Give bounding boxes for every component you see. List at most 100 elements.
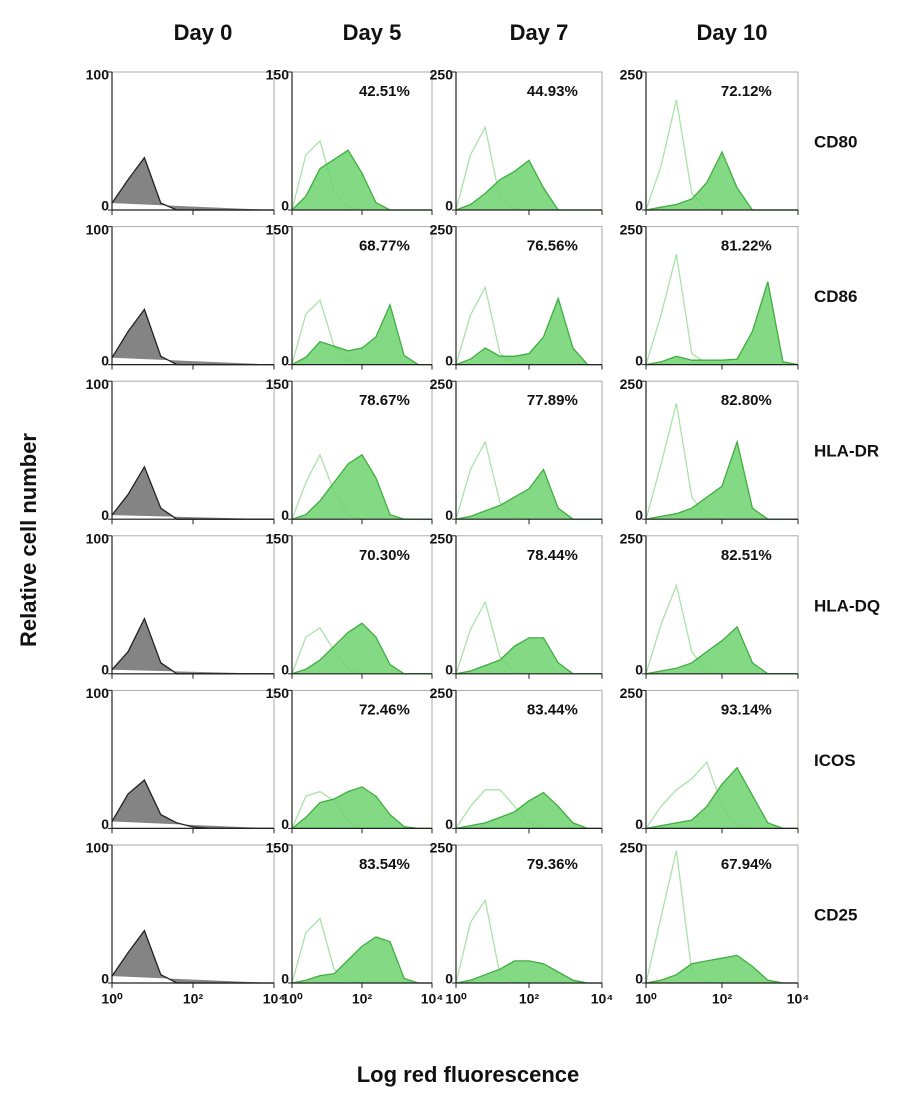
- y-tick-label: 100: [86, 221, 110, 237]
- y-tick-label: 0: [445, 662, 453, 678]
- histogram-fill: [455, 468, 602, 520]
- x-tick-label: 10⁴: [263, 991, 286, 1007]
- y-tick-label: 100: [86, 531, 110, 547]
- y-axis-label: Relative cell number: [16, 433, 41, 647]
- histogram-fill: [111, 308, 274, 366]
- histogram-fill: [111, 465, 274, 520]
- y-tick-label: 0: [635, 352, 643, 368]
- histogram-fill: [111, 779, 274, 830]
- percent-label: 93.14%: [721, 701, 772, 718]
- y-tick-label: 0: [445, 198, 453, 214]
- y-tick-label: 0: [445, 816, 453, 832]
- percent-label: 83.54%: [359, 856, 410, 873]
- y-tick-label: 0: [635, 662, 643, 678]
- row-label: ICOS: [814, 751, 856, 770]
- y-tick-label: 0: [101, 971, 109, 987]
- histogram-fill: [291, 936, 432, 984]
- row-label: CD25: [814, 905, 857, 924]
- row-label: CD86: [814, 287, 857, 306]
- percent-label: 79.36%: [527, 856, 578, 873]
- percent-label: 72.46%: [359, 701, 410, 718]
- percent-label: 72.12%: [721, 83, 772, 100]
- y-tick-label: 0: [281, 971, 289, 987]
- y-tick-label: 0: [281, 198, 289, 214]
- histogram-fill: [645, 150, 798, 211]
- percent-label: 42.51%: [359, 83, 410, 100]
- x-tick-label: 10⁰: [101, 991, 123, 1007]
- percent-label: 68.77%: [359, 238, 410, 255]
- percent-label: 67.94%: [721, 856, 772, 873]
- histogram-fill: [645, 439, 798, 520]
- x-tick-label: 10⁰: [281, 991, 303, 1007]
- column-title: Day 5: [343, 20, 402, 45]
- y-tick-label: 0: [101, 816, 109, 832]
- y-tick-label: 0: [281, 662, 289, 678]
- y-tick-label: 250: [620, 685, 644, 701]
- y-tick-label: 100: [86, 376, 110, 392]
- y-tick-label: 0: [281, 507, 289, 523]
- histogram-fill: [455, 960, 602, 984]
- y-tick-label: 250: [620, 376, 644, 392]
- y-tick-label: 250: [430, 67, 454, 83]
- x-tick-label: 10⁰: [635, 991, 657, 1007]
- y-tick-label: 100: [86, 840, 110, 856]
- histogram-fill: [291, 302, 432, 366]
- x-tick-label: 10²: [712, 991, 733, 1007]
- x-tick-label: 10²: [352, 991, 373, 1007]
- percent-label: 44.93%: [527, 83, 578, 100]
- percent-label: 78.44%: [527, 547, 578, 564]
- row-label: CD80: [814, 132, 857, 151]
- y-tick-label: 0: [635, 971, 643, 987]
- percent-label: 82.51%: [721, 547, 772, 564]
- histogram-fill: [645, 954, 798, 984]
- percent-label: 78.67%: [359, 392, 410, 409]
- column-title: Day 7: [510, 20, 569, 45]
- row-label: HLA-DR: [814, 442, 879, 461]
- y-tick-label: 250: [620, 67, 644, 83]
- x-tick-label: 10⁴: [421, 991, 444, 1007]
- x-tick-label: 10⁴: [591, 991, 614, 1007]
- x-tick-label: 10²: [183, 991, 204, 1007]
- y-tick-label: 0: [635, 816, 643, 832]
- percent-label: 81.22%: [721, 238, 772, 255]
- y-tick-label: 0: [635, 507, 643, 523]
- histogram-fill: [291, 786, 432, 830]
- histogram-fill: [645, 625, 798, 675]
- y-tick-label: 250: [430, 221, 454, 237]
- y-tick-label: 250: [620, 531, 644, 547]
- percent-label: 82.80%: [721, 392, 772, 409]
- y-tick-label: 0: [281, 816, 289, 832]
- y-tick-label: 0: [635, 198, 643, 214]
- row-label: HLA-DQ: [814, 596, 880, 615]
- y-tick-label: 0: [101, 662, 109, 678]
- percent-label: 76.56%: [527, 238, 578, 255]
- histogram-fill: [455, 159, 602, 211]
- histogram-fill: [455, 791, 602, 830]
- column-title: Day 10: [697, 20, 768, 45]
- y-tick-label: 150: [266, 685, 290, 701]
- x-axis-label: Log red fluorescence: [357, 1062, 580, 1087]
- y-tick-label: 150: [266, 221, 290, 237]
- percent-label: 70.30%: [359, 547, 410, 564]
- y-tick-label: 0: [101, 507, 109, 523]
- histogram-fill: [291, 622, 432, 675]
- x-tick-label: 10²: [519, 991, 540, 1007]
- y-tick-label: 0: [101, 352, 109, 368]
- y-tick-label: 0: [445, 507, 453, 523]
- histogram-fill: [291, 149, 432, 211]
- y-tick-label: 150: [266, 531, 290, 547]
- percent-label: 77.89%: [527, 392, 578, 409]
- histogram-fill: [291, 453, 432, 520]
- y-tick-label: 250: [620, 840, 644, 856]
- histogram-fill: [111, 929, 274, 984]
- y-tick-label: 250: [430, 531, 454, 547]
- y-tick-label: 100: [86, 685, 110, 701]
- y-tick-label: 0: [445, 352, 453, 368]
- y-tick-label: 250: [430, 840, 454, 856]
- y-tick-label: 0: [445, 971, 453, 987]
- y-tick-label: 0: [281, 352, 289, 368]
- histogram-fill: [645, 281, 799, 366]
- y-tick-label: 150: [266, 67, 290, 83]
- histogram-fill: [645, 766, 798, 830]
